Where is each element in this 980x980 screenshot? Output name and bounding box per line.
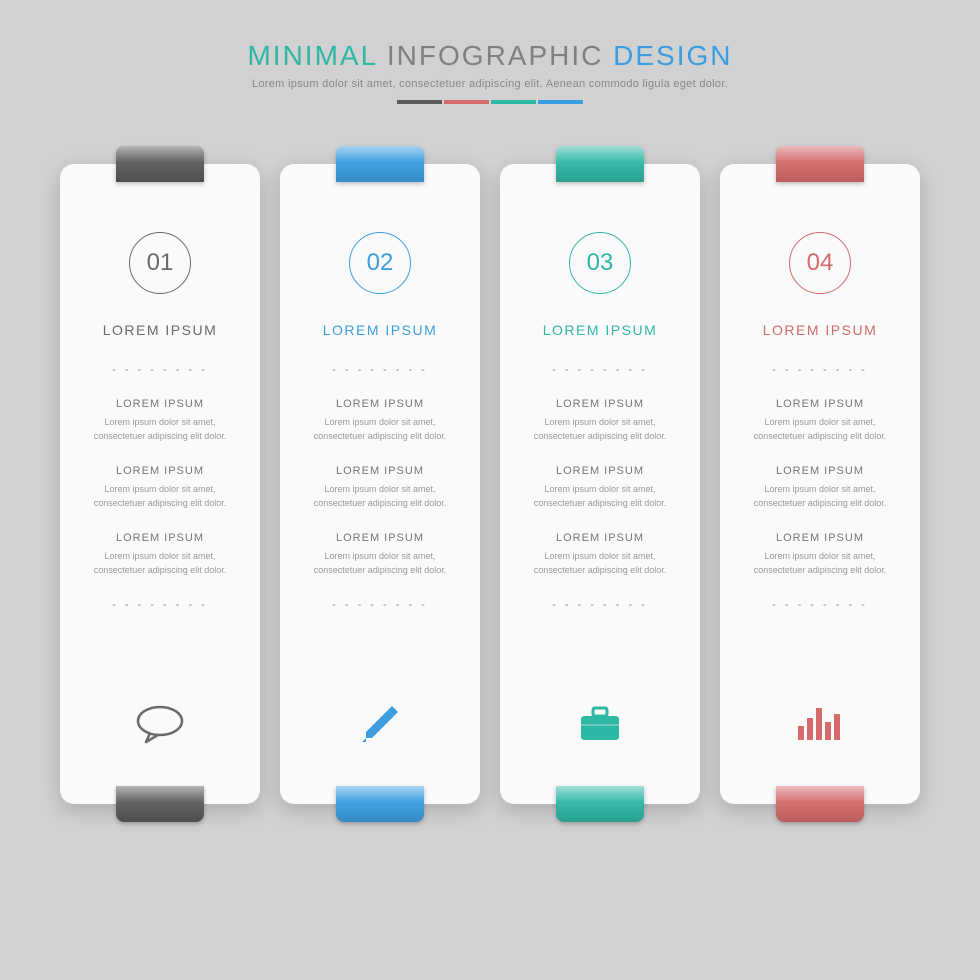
card-divider: - - - - - - - -	[112, 364, 208, 376]
card-section-title: LOREM IPSUM	[336, 465, 424, 477]
card-tab-bottom	[116, 786, 204, 822]
card-divider: - - - - - - - -	[332, 364, 428, 376]
card-divider: - - - - - - - -	[552, 364, 648, 376]
card-section-title: LOREM IPSUM	[336, 398, 424, 410]
card-section-body: Lorem ipsum dolor sit amet, consectetuer…	[302, 416, 458, 443]
title-word-3: DESIGN	[613, 40, 732, 71]
underline-seg-1	[397, 100, 442, 104]
card-tab-top	[336, 146, 424, 182]
card-section-title: LOREM IPSUM	[776, 398, 864, 410]
card-section-body: Lorem ipsum dolor sit amet, consectetuer…	[742, 483, 898, 510]
briefcase-icon	[577, 694, 623, 754]
card-section-body: Lorem ipsum dolor sit amet, consectetuer…	[82, 416, 238, 443]
page-title: MINIMAL INFOGRAPHIC DESIGN	[0, 40, 980, 72]
card-tab-bottom	[556, 786, 644, 822]
page-subtitle: Lorem ipsum dolor sit amet, consectetuer…	[0, 78, 980, 90]
underline-seg-2	[444, 100, 489, 104]
card-divider: - - - - - - - -	[772, 599, 868, 611]
title-word-1: MINIMAL	[247, 40, 377, 71]
card-1: 01 LOREM IPSUM - - - - - - - - LOREM IPSUM L…	[60, 164, 260, 804]
card-section-title: LOREM IPSUM	[116, 398, 204, 410]
card-2: 02 LOREM IPSUM - - - - - - - - LOREM IPSUM L…	[280, 164, 480, 804]
speech-bubble-icon	[134, 694, 186, 754]
card-number-circle: 01	[129, 232, 191, 294]
card-title: LOREM IPSUM	[763, 322, 878, 338]
card-tab-bottom	[776, 786, 864, 822]
title-word-2: INFOGRAPHIC	[387, 40, 603, 71]
card-divider: - - - - - - - -	[772, 364, 868, 376]
card-section-body: Lorem ipsum dolor sit amet, consectetuer…	[742, 416, 898, 443]
card-section-title: LOREM IPSUM	[336, 532, 424, 544]
card-section-body: Lorem ipsum dolor sit amet, consectetuer…	[522, 483, 678, 510]
card-title: LOREM IPSUM	[323, 322, 438, 338]
card-number-circle: 03	[569, 232, 631, 294]
card-4: 04 LOREM IPSUM - - - - - - - - LOREM IPSUM L…	[720, 164, 920, 804]
card-3: 03 LOREM IPSUM - - - - - - - - LOREM IPSUM L…	[500, 164, 700, 804]
bar-chart-icon	[796, 694, 844, 754]
card-number-circle: 02	[349, 232, 411, 294]
card-tab-top	[776, 146, 864, 182]
underline-seg-4	[538, 100, 583, 104]
card-section-body: Lorem ipsum dolor sit amet, consectetuer…	[522, 416, 678, 443]
card-divider: - - - - - - - -	[112, 599, 208, 611]
card-section-title: LOREM IPSUM	[556, 465, 644, 477]
card-section-title: LOREM IPSUM	[556, 532, 644, 544]
card-section-body: Lorem ipsum dolor sit amet, consectetuer…	[82, 550, 238, 577]
card-section-title: LOREM IPSUM	[776, 532, 864, 544]
card-section-body: Lorem ipsum dolor sit amet, consectetuer…	[302, 550, 458, 577]
card-tab-bottom	[336, 786, 424, 822]
card-title: LOREM IPSUM	[543, 322, 658, 338]
card-section-body: Lorem ipsum dolor sit amet, consectetuer…	[82, 483, 238, 510]
header: MINIMAL INFOGRAPHIC DESIGN Lorem ipsum d…	[0, 0, 980, 104]
card-section-title: LOREM IPSUM	[116, 465, 204, 477]
card-section-body: Lorem ipsum dolor sit amet, consectetuer…	[302, 483, 458, 510]
card-section-title: LOREM IPSUM	[116, 532, 204, 544]
card-title: LOREM IPSUM	[103, 322, 218, 338]
cards-row: 01 LOREM IPSUM - - - - - - - - LOREM IPSUM L…	[0, 164, 980, 804]
card-section-title: LOREM IPSUM	[556, 398, 644, 410]
card-number-circle: 04	[789, 232, 851, 294]
card-section-body: Lorem ipsum dolor sit amet, consectetuer…	[522, 550, 678, 577]
card-section-body: Lorem ipsum dolor sit amet, consectetuer…	[742, 550, 898, 577]
card-divider: - - - - - - - -	[552, 599, 648, 611]
card-tab-top	[556, 146, 644, 182]
card-divider: - - - - - - - -	[332, 599, 428, 611]
title-underline	[0, 100, 980, 104]
card-tab-top	[116, 146, 204, 182]
pencil-icon	[358, 694, 402, 754]
card-section-title: LOREM IPSUM	[776, 465, 864, 477]
underline-seg-3	[491, 100, 536, 104]
